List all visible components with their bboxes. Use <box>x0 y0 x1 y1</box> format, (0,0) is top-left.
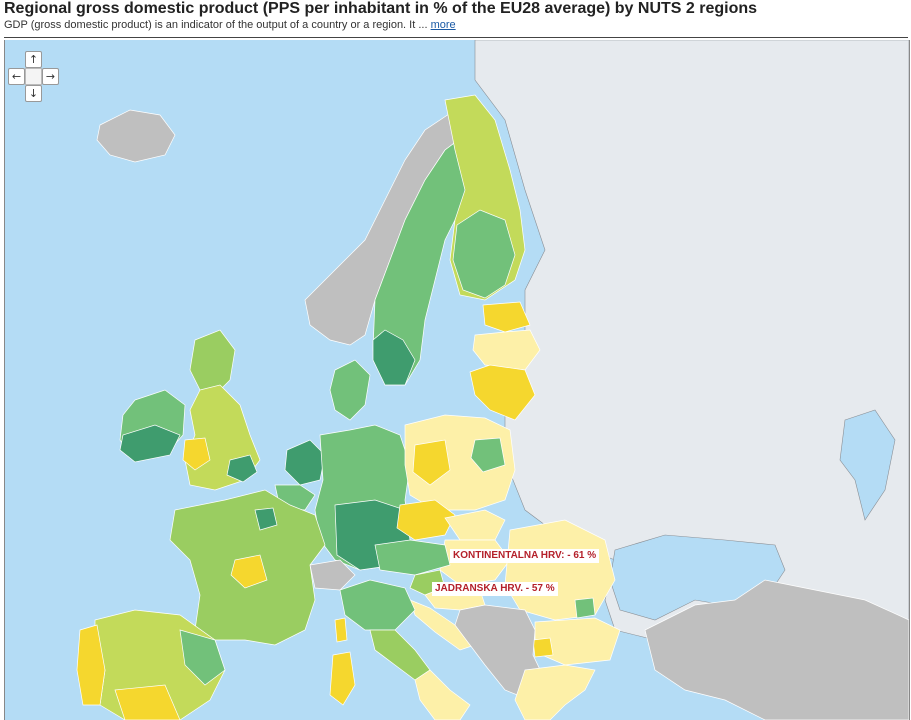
latvia <box>472 329 541 371</box>
pan-right-button[interactable]: → <box>42 68 59 85</box>
more-link[interactable]: more <box>430 19 456 31</box>
map-pan-controls: ↑ ← → ↓ <box>8 51 59 102</box>
label-adriatic-croatia: JADRANSKA HRV. - 57 % <box>432 582 558 596</box>
italy-north <box>339 579 416 631</box>
pan-left-button[interactable]: ← <box>8 68 25 85</box>
slovakia <box>444 509 506 541</box>
finland-south <box>452 209 516 299</box>
bulgaria-sofia <box>532 637 554 658</box>
czechia <box>396 499 456 541</box>
switzerland <box>309 559 356 591</box>
estonia <box>482 301 531 333</box>
sardinia <box>329 651 356 706</box>
netherlands <box>284 439 326 486</box>
france-center <box>230 554 268 589</box>
uk-wales <box>182 437 211 471</box>
page-title: Regional gross domestic product (PPS per… <box>4 0 758 17</box>
label-continental-croatia: KONTINENTALNA HRV: - 61 % <box>450 549 600 563</box>
italy-south <box>414 669 471 720</box>
ireland-south <box>119 424 181 463</box>
austria <box>374 539 451 576</box>
poland-warsaw <box>470 437 506 473</box>
sweden-south <box>372 329 416 386</box>
uk-london <box>226 454 258 483</box>
romania-bucharest <box>574 597 596 619</box>
turkey <box>644 579 909 720</box>
denmark <box>329 359 371 421</box>
poland-west <box>412 439 451 486</box>
portugal <box>76 624 106 706</box>
pan-up-button[interactable]: ↑ <box>25 51 42 68</box>
spain-south <box>114 684 181 720</box>
iceland <box>96 109 176 163</box>
pan-center <box>25 68 42 85</box>
pan-down-button[interactable]: ↓ <box>25 85 42 102</box>
header: Regional gross domestic product (PPS per… <box>4 0 908 38</box>
france-paris <box>254 507 278 531</box>
greece <box>514 664 596 720</box>
lithuania <box>469 364 536 421</box>
subtitle-text: GDP (gross domestic product) is an indic… <box>4 19 428 31</box>
spain-east <box>179 629 226 686</box>
caspian-sea <box>839 409 896 521</box>
croatia-adriatic <box>409 599 476 651</box>
corsica <box>334 617 348 643</box>
map-canvas[interactable] <box>4 40 910 720</box>
page-subtitle: GDP (gross domestic product) is an indic… <box>4 19 456 31</box>
